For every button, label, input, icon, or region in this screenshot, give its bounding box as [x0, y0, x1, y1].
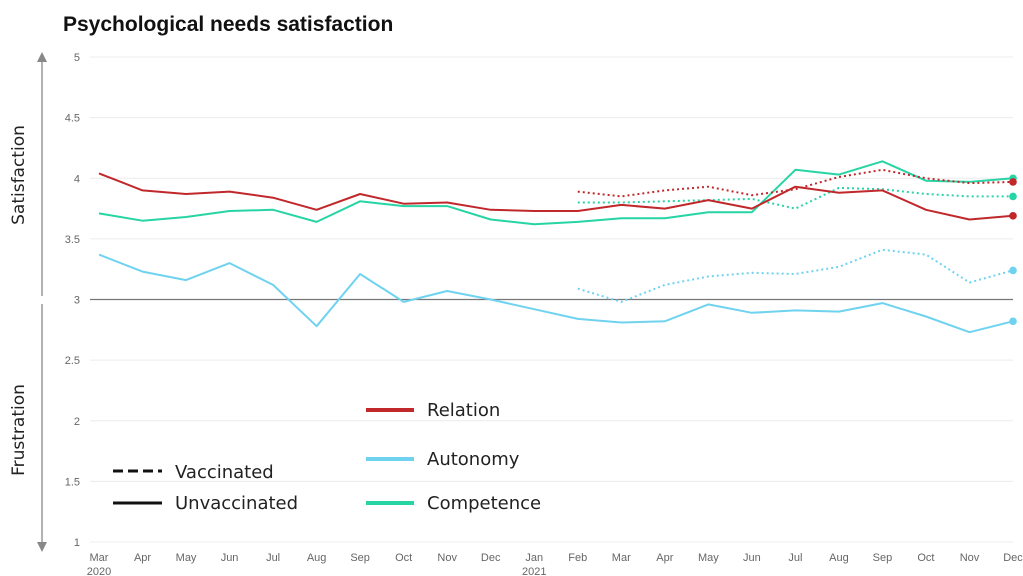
x-tick-label: Nov — [960, 552, 980, 564]
y-tick-label: 1.5 — [65, 476, 80, 488]
x-tick-label: Jul — [788, 552, 802, 564]
series-endpoint — [1009, 212, 1017, 220]
series-endpoint — [1009, 192, 1017, 201]
y-tick-label: 4 — [74, 173, 80, 185]
y-tick-label: 2.5 — [65, 355, 80, 367]
x-tick-label: Mar — [612, 552, 631, 564]
x-tick-label: Oct — [917, 552, 934, 564]
y-tick-label: 5 — [74, 52, 80, 64]
x-tick-label: Mar 2020 — [87, 552, 111, 576]
legend-style: Vaccinated Unvaccinated — [113, 462, 298, 514]
y-tick-label: 4.5 — [65, 113, 80, 125]
x-tick-label: Aug — [307, 552, 327, 564]
legend-series: Relation Autonomy Competence — [366, 400, 541, 514]
legend-competence-label: Competence — [427, 493, 541, 514]
legend-autonomy-label: Autonomy — [427, 449, 520, 470]
x-tick-label: Apr — [656, 552, 673, 564]
x-tick-label: Jun — [221, 552, 239, 564]
x-tick-label: Oct — [395, 552, 412, 564]
series-line-relation-vaccinated — [577, 168, 1014, 198]
x-tick-label: Aug — [829, 552, 849, 564]
x-tick-label: Jan 2021 — [522, 552, 546, 576]
series-line-competence-unvaccinated — [98, 160, 1014, 226]
x-tick-label: May — [176, 552, 197, 564]
arrow-up-icon — [37, 52, 47, 62]
x-tick-label: Feb — [568, 552, 587, 564]
x-tick-labels: Mar 2020 Apr May Jun Jul Aug Sep Oct Nov Dec Jan 202… — [87, 552, 1023, 576]
series-endpoint — [1009, 178, 1017, 186]
x-tick-label: Nov — [437, 552, 457, 564]
x-tick-label: May — [698, 552, 719, 564]
x-tick-label: Dec — [481, 552, 501, 564]
x-tick-label: Sep — [873, 552, 893, 564]
arrow-down-icon — [37, 542, 47, 552]
frustration-label: Frustration — [9, 384, 29, 476]
gridlines — [90, 56, 1013, 543]
legend-vaccinated-label: Vaccinated — [175, 462, 274, 483]
x-tick-label: Apr — [134, 552, 151, 564]
series-endpoint — [1009, 266, 1017, 275]
y-tick-labels: 1 1.5 2 2.5 3 3.5 4 4.5 5 — [65, 52, 80, 549]
x-tick-label: Dec — [1003, 552, 1023, 564]
chart-title: Psychological needs satisfaction — [63, 13, 393, 36]
series-line-competence-vaccinated — [577, 186, 1013, 210]
satisfaction-label: Satisfaction — [9, 125, 29, 225]
series-line-autonomy-unvaccinated — [98, 253, 1014, 334]
series-line-autonomy-vaccinated — [577, 248, 1014, 303]
y-tick-label: 2 — [74, 416, 80, 428]
x-tick-label: Jul — [266, 552, 280, 564]
legend-unvaccinated-label: Unvaccinated — [175, 493, 298, 514]
y-tick-label: 3 — [74, 295, 80, 307]
series-line-relation-unvaccinated — [98, 172, 1014, 221]
x-tick-label: Jun — [743, 552, 761, 564]
side-axis — [37, 52, 47, 552]
series-endpoint — [1009, 317, 1017, 326]
y-tick-label: 1 — [74, 537, 80, 549]
y-tick-label: 3.5 — [65, 234, 80, 246]
legend-relation-label: Relation — [427, 400, 500, 421]
series-lines — [98, 160, 1017, 334]
x-tick-label: Sep — [350, 552, 370, 564]
